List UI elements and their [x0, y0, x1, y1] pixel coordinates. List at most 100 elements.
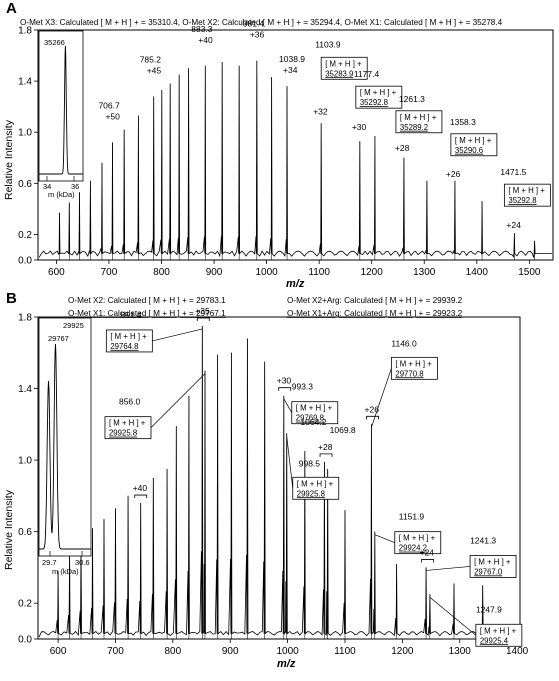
mh-box-value: 29764.8 — [110, 342, 138, 351]
panel-a-spectrum-trace — [38, 60, 552, 258]
charge-bracket — [366, 415, 379, 420]
peak-mass-label: 883.3 — [191, 24, 213, 34]
charge-bracket — [134, 494, 148, 499]
panel-b-ytick-label: 1.8 — [18, 313, 32, 324]
panel-a-xtick-label: 1400 — [466, 267, 489, 278]
panel-b-xtick-label: 1300 — [449, 646, 472, 657]
charge-state-label: +26 — [365, 404, 380, 414]
peak-charge-label: +24 — [506, 220, 521, 230]
mh-box-label: [ M + H ] + — [109, 419, 146, 428]
mh-connector — [286, 436, 294, 489]
mh-box-label: [ M + H ] + — [400, 113, 437, 122]
mh-connector — [371, 368, 392, 428]
peak-mass-label: 1241.3 — [470, 535, 496, 545]
mh-box — [355, 85, 403, 109]
peak-charge-label: +34 — [283, 65, 298, 75]
mh-box-value: 35292.8 — [508, 196, 536, 205]
mh-box-value: 29924.2 — [399, 544, 427, 553]
panel-b-xtick-label: 600 — [50, 646, 67, 657]
mh-box-value: 29925.8 — [109, 429, 137, 438]
peak-charge-label: +50 — [105, 111, 120, 121]
mh-box-label: [ M + H ] + — [399, 534, 436, 543]
inset-b-tick-label-2: 30.6 — [75, 558, 90, 567]
peak-charge-label: +30 — [352, 122, 367, 132]
panel-a-annotations: 706.7+50785.2+45883.3+40981.4+361038.9+3… — [98, 19, 551, 230]
panel-a-peaks — [59, 60, 535, 260]
peak-charge-label: +28 — [395, 143, 410, 153]
charge-bracket — [196, 317, 210, 321]
mh-box — [450, 133, 498, 157]
mh-box-value: 35292.8 — [360, 98, 388, 107]
peak-mass-label: 1261.3 — [399, 94, 425, 104]
panel-b-inset-peak-label-1: 29925 — [63, 321, 84, 330]
charge-state-label: +28 — [318, 442, 333, 452]
peak-mass-label: 998.5 — [299, 458, 321, 468]
panel-a-ticks: 600 700 800 900 1000 1100 1200 1300 1400 1500 0.0 0… — [18, 26, 541, 279]
panel-a-inset-frame — [38, 30, 84, 182]
mh-connector — [152, 328, 203, 342]
panel-a-xtick-label: 1000 — [255, 267, 278, 278]
panel-b-xtick-label: 1100 — [334, 646, 356, 657]
panel-b-xlabel: m/z — [277, 658, 296, 670]
panel-a-xtick-label: 900 — [206, 267, 223, 278]
peak-mass-label: 1151.9 — [399, 512, 425, 522]
panel-b-plot-frame — [37, 316, 521, 640]
panel-a-letter: A — [6, 0, 17, 17]
panel-b-header-left-2: O-Met X1: Calculated [ M + H ] + = 29767… — [68, 309, 226, 318]
peak-charge-label: +32 — [313, 106, 328, 116]
peak-mass-label: 1069.8 — [330, 425, 356, 435]
peak-mass-label: 993.3 — [292, 382, 314, 392]
mh-box-value: 35290.6 — [455, 146, 483, 155]
peak-mass-label: 981.4 — [243, 19, 265, 29]
mh-box-value: 29770.8 — [395, 369, 423, 378]
panel-b-ticks: 600 700 800 900 1000 1100 1200 1300 1400 0.0 0.2 0.… — [18, 313, 529, 658]
mh-box-label: [ M + H ] + — [325, 59, 362, 68]
panel-a-ylabel: Relative Intensity — [3, 119, 15, 200]
mh-box-value: 29925.4 — [480, 636, 509, 645]
peak-charge-label: +36 — [250, 30, 265, 40]
mh-connector — [426, 566, 471, 571]
peak-charge-label: +40 — [198, 35, 213, 45]
mh-connector — [283, 398, 293, 413]
peak-mass-label: 856.0 — [119, 397, 141, 407]
peak-mass-label: 1146.0 — [391, 338, 417, 348]
panel-b-ytick-label: 1.0 — [18, 456, 32, 467]
panel-a-xtick-label: 600 — [48, 267, 65, 278]
panel-b-header-right-2: O-Met X1+Arg: Calculated [ M + H ] + = 2… — [287, 309, 463, 318]
panel-a-ytick-label: 1.4 — [18, 77, 32, 88]
mh-box — [395, 110, 443, 134]
panel-b-xtick-label: 1400 — [506, 646, 529, 657]
peak-mass-label: 785.2 — [140, 54, 162, 64]
panel-a-xtick-label: 800 — [153, 267, 170, 278]
panel-b-inset-trace — [39, 343, 91, 550]
panel-b-xtick-label: 1200 — [391, 646, 414, 657]
panel-a-xlabel: m/z — [286, 278, 305, 290]
mh-box-value: 29769.8 — [296, 414, 324, 423]
panel-a-inset: 35266 34 36 m (kDa) — [38, 30, 84, 199]
mh-connector — [374, 534, 395, 543]
panel-a-inset-trace — [39, 45, 83, 175]
charge-bracket — [319, 453, 333, 457]
panel-a-ytick-label: 0.6 — [18, 179, 32, 190]
panel-a-xtick-label: 1500 — [518, 267, 541, 278]
peak-mass-label: 1177.4 — [354, 69, 380, 79]
panel-b-letter: B — [6, 290, 17, 307]
mh-box — [320, 56, 368, 80]
peak-mass-label: 1064.2 — [300, 417, 326, 427]
panel-b-xtick-label: 1000 — [276, 646, 299, 657]
panel-a: A O-Met X3: Calculated [ M + H ] + = 353… — [3, 0, 554, 290]
mh-box-value: 29767.0 — [474, 567, 503, 576]
panel-a-ytick-label: 0.0 — [18, 256, 32, 267]
mh-box-label: [ M + H ] + — [297, 479, 334, 488]
panel-a-xtick-label: 1300 — [413, 267, 436, 278]
inset-a-tick-label-1: 34 — [43, 182, 51, 191]
panel-b-inset-xlabel: m (kDa) — [52, 567, 79, 576]
mh-box-value: 29925.8 — [297, 489, 325, 498]
mh-box-value: 35283.9 — [325, 69, 353, 78]
panel-a-ytick-label: 1.8 — [18, 26, 32, 37]
panel-a-ytick-label: 0.2 — [18, 230, 32, 241]
panel-a-xtick-label: 700 — [101, 267, 118, 278]
panel-a-ytick-label: 1.0 — [18, 128, 32, 139]
